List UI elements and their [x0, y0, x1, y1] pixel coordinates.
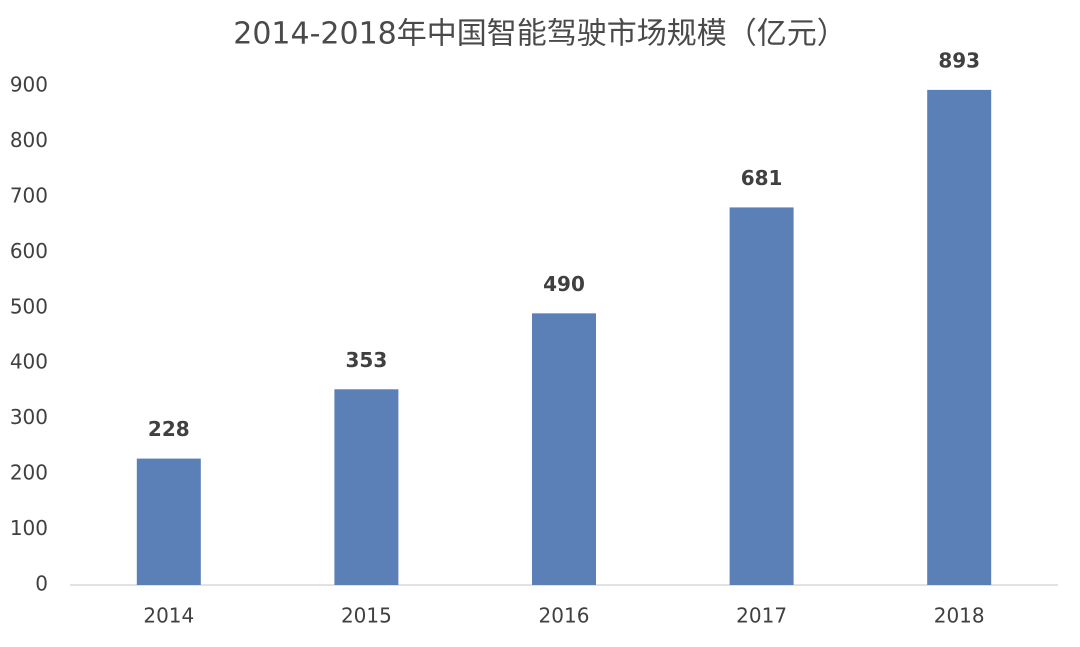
value-label: 228 — [148, 417, 190, 441]
value-label: 353 — [346, 348, 388, 372]
y-tick-label: 100 — [10, 516, 48, 540]
y-tick-label: 600 — [10, 239, 48, 263]
y-tick-label: 800 — [10, 128, 48, 152]
x-tick-label: 2016 — [539, 604, 590, 628]
bar — [334, 389, 399, 585]
x-tick-label: 2015 — [341, 604, 392, 628]
y-tick-label: 900 — [10, 73, 48, 97]
y-tick-label: 500 — [10, 294, 48, 318]
x-tick-label: 2018 — [934, 604, 985, 628]
bar — [532, 313, 596, 585]
y-tick-label: 0 — [35, 572, 48, 596]
y-tick-label: 700 — [10, 183, 48, 207]
x-tick-label: 2017 — [736, 604, 787, 628]
bar — [729, 207, 794, 585]
y-tick-label: 400 — [10, 350, 48, 374]
value-label: 490 — [543, 272, 585, 296]
chart-title: 2014-2018年中国智能驾驶市场规模（亿元） — [233, 17, 847, 52]
bar — [136, 458, 201, 585]
value-label: 681 — [741, 166, 783, 190]
bar — [927, 89, 992, 586]
y-tick-label: 300 — [10, 405, 48, 429]
y-tick-label: 200 — [10, 461, 48, 485]
x-tick-label: 2014 — [143, 604, 194, 628]
value-label: 893 — [938, 48, 980, 72]
